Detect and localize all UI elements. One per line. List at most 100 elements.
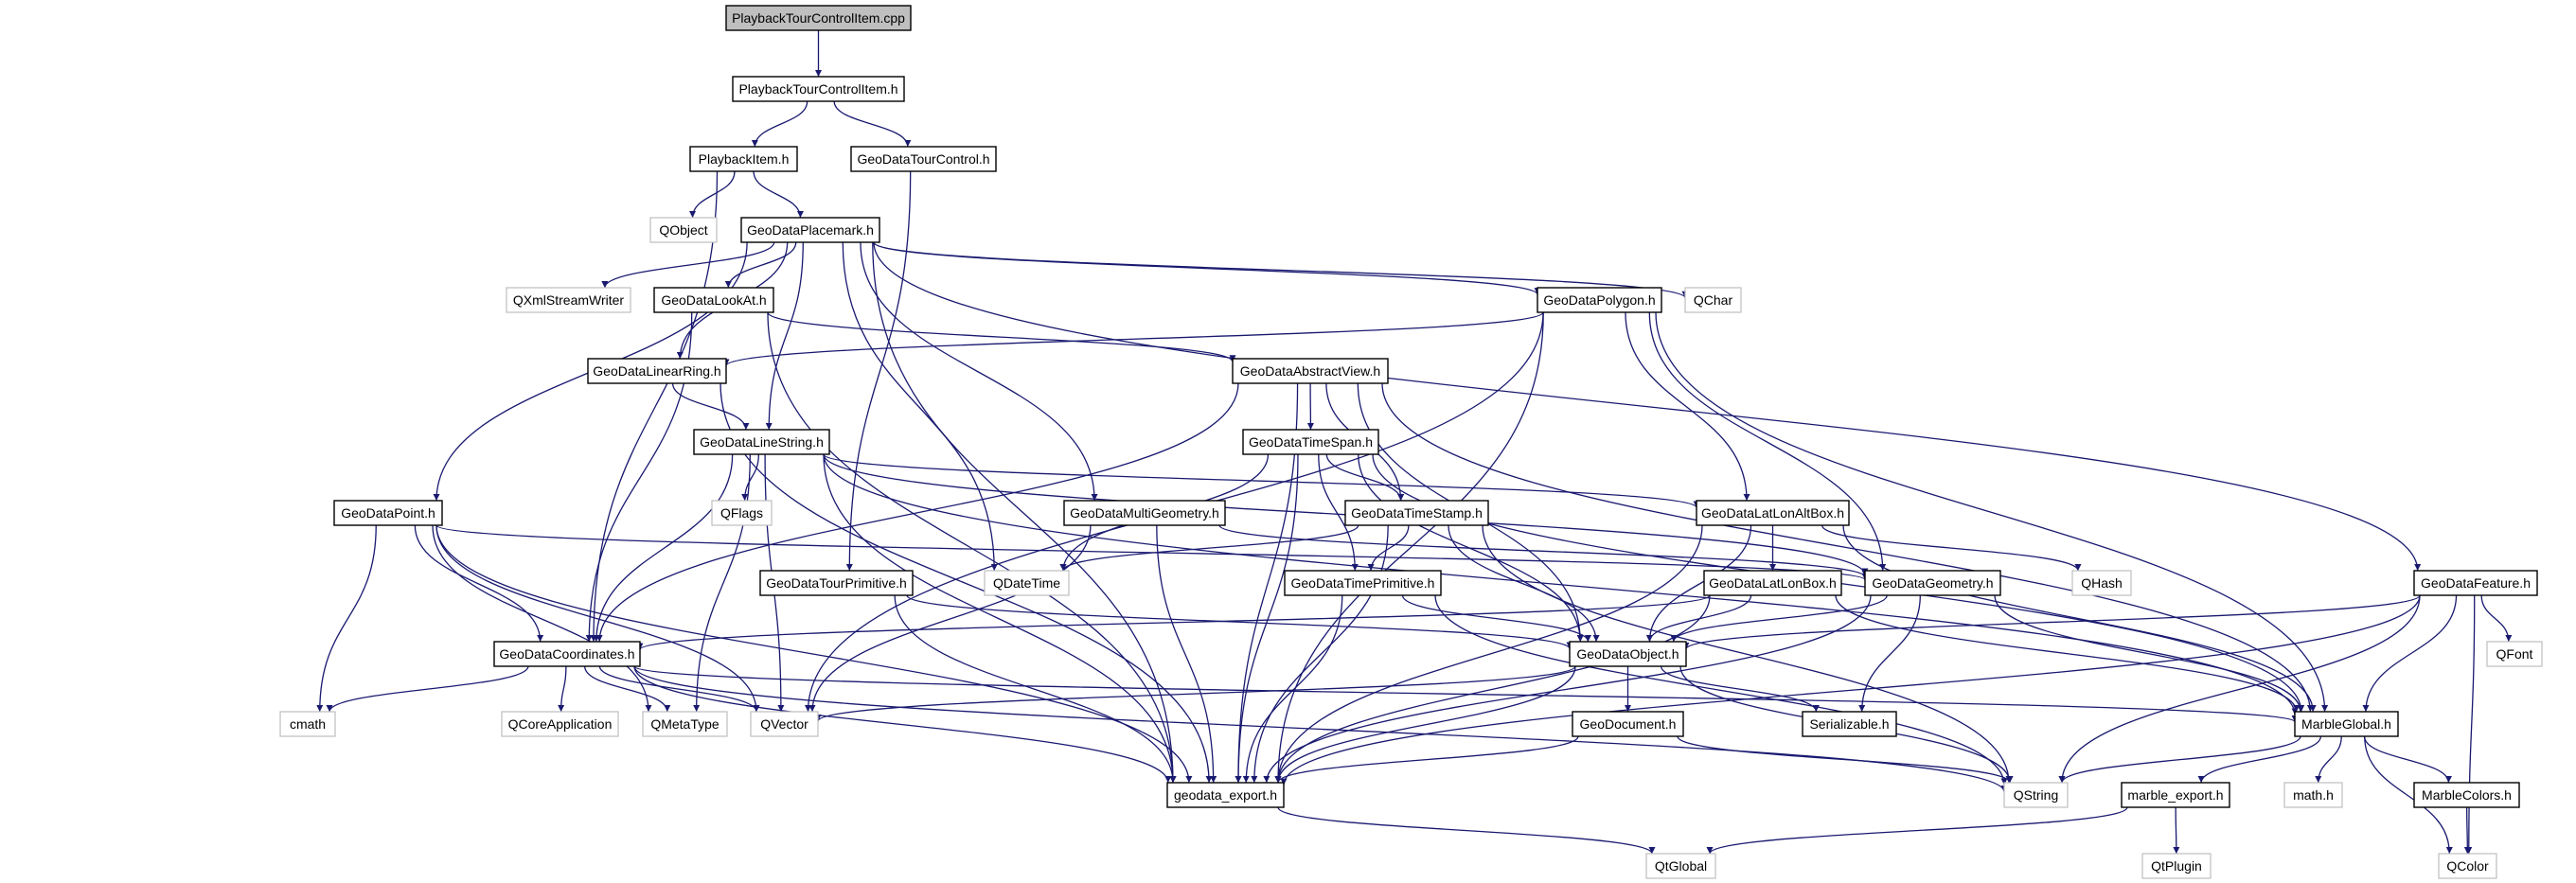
node-box — [740, 217, 880, 243]
node-box — [689, 146, 798, 172]
node-linearring[interactable]: GeoDataLinearRing.h — [587, 358, 727, 384]
node-box — [279, 711, 336, 737]
node-label: Serializable.h — [1809, 716, 1889, 732]
node-box — [2121, 782, 2230, 808]
edge-marbleglobal-to-mathh — [2315, 735, 2342, 784]
edge-coords-to-marbleglobal — [633, 665, 2299, 723]
node-label: marble_export.h — [2127, 787, 2223, 803]
nodes-layer: PlaybackTourControlItem.cpp PlaybackTourC… — [279, 5, 2543, 879]
edge-latlon-to-geoexport — [1274, 594, 1711, 784]
node-box — [711, 500, 773, 526]
edge-object-to-geoexport — [1274, 665, 1576, 784]
node-label: PlaybackItem.h — [699, 151, 790, 167]
edge-tourctl-to-tourprim — [845, 170, 912, 572]
edge-point-to-geoexport — [435, 524, 1193, 784]
edge-timeprim-to-object — [1401, 594, 1591, 643]
edge-coords-to-qmetatype — [584, 665, 671, 713]
edge-linestring-to-marbleglobal — [823, 453, 2299, 715]
node-timeprim[interactable]: GeoDataTimePrimitive.h — [1284, 570, 1442, 596]
node-box — [1703, 570, 1842, 596]
node-placemark[interactable]: GeoDataPlacemark.h — [740, 217, 880, 243]
node-label: GeoDataLinearRing.h — [593, 363, 720, 379]
node-latlonalt[interactable]: GeoDataLatLonAltBox.h — [1696, 500, 1850, 526]
node-qhash[interactable]: QHash — [2071, 570, 2132, 596]
edge-feature-to-object — [1682, 594, 2421, 650]
node-qcolor[interactable]: QColor — [2438, 853, 2497, 879]
node-marbleglobal[interactable]: MarbleGlobal.h — [2294, 711, 2399, 737]
edge-placemark-to-linestring — [765, 241, 804, 431]
edge-geometry-to-serializable — [1858, 594, 1921, 713]
node-box — [725, 5, 912, 31]
node-qchar[interactable]: QChar — [1684, 287, 1742, 313]
edge-linearring-to-geoexport — [720, 382, 1213, 784]
node-qtglobal[interactable]: QtGlobal — [1645, 853, 1716, 879]
node-multigeom[interactable]: GeoDataMultiGeometry.h — [1063, 500, 1226, 526]
node-qdatetime[interactable]: QDateTime — [984, 570, 1070, 596]
node-qxml[interactable]: QXmlStreamWriter — [506, 287, 631, 313]
node-abstractview[interactable]: GeoDataAbstractView.h — [1232, 358, 1389, 384]
edge-abstractview-to-geoexport — [1235, 382, 1299, 784]
node-box — [493, 641, 641, 667]
node-cpp[interactable]: PlaybackTourControlItem.cpp — [725, 5, 912, 31]
node-mathh[interactable]: math.h — [2283, 782, 2343, 808]
node-label: GeoDataAbstractView.h — [1240, 363, 1380, 379]
node-lookat[interactable]: GeoDataLookAt.h — [653, 287, 774, 313]
edge-placemark-to-lookat — [724, 241, 797, 289]
node-tourprim[interactable]: GeoDataTourPrimitive.h — [759, 570, 914, 596]
node-tourctl[interactable]: GeoDataTourControl.h — [850, 146, 997, 172]
node-marbleexport[interactable]: marble_export.h — [2121, 782, 2230, 808]
node-geoexport[interactable]: geodata_export.h — [1166, 782, 1285, 808]
node-label: QString — [2014, 787, 2058, 803]
node-cmath[interactable]: cmath — [279, 711, 336, 737]
edge-latlonalt-to-qhash — [1821, 524, 2082, 572]
node-point[interactable]: GeoDataPoint.h — [333, 500, 443, 526]
node-box — [2071, 570, 2132, 596]
node-geodoc[interactable]: GeoDocument.h — [1572, 711, 1684, 737]
node-qcoreapp[interactable]: QCoreApplication — [501, 711, 619, 737]
node-qstring[interactable]: QString — [2003, 782, 2069, 808]
node-timestamp[interactable]: GeoDataTimeStamp.h — [1344, 500, 1489, 526]
node-label: cmath — [290, 716, 326, 732]
node-qtplugin[interactable]: QtPlugin — [2141, 853, 2212, 879]
node-label: GeoDataFeature.h — [2421, 575, 2531, 591]
node-box — [1645, 853, 1716, 879]
edge-tourprim-to-geoexport — [894, 594, 1177, 784]
node-polygon[interactable]: GeoDataPolygon.h — [1537, 287, 1662, 313]
edge-polygon-to-marbleglobal — [1655, 311, 2329, 713]
node-label: geodata_export.h — [1174, 787, 1277, 803]
edge-tcih-to-tourctl — [833, 100, 912, 148]
node-qvector[interactable]: QVector — [750, 711, 819, 737]
node-qflags[interactable]: QFlags — [711, 500, 773, 526]
node-marblecolors[interactable]: MarbleColors.h — [2413, 782, 2520, 808]
node-tcih[interactable]: PlaybackTourControlItem.h — [732, 76, 905, 102]
edge-point-to-cmath — [316, 524, 377, 713]
node-linestring[interactable]: GeoDataLineString.h — [693, 429, 830, 455]
edge-pitem-to-qobject — [689, 170, 736, 219]
node-label: PlaybackTourControlItem.h — [738, 81, 897, 97]
node-box — [1569, 641, 1687, 667]
node-coords[interactable]: GeoDataCoordinates.h — [493, 641, 641, 667]
node-serializable[interactable]: Serializable.h — [1802, 711, 1897, 737]
edge-pitem-to-coords — [590, 170, 719, 643]
edge-point-to-qvector — [435, 524, 760, 713]
edge-feature-to-marbleglobal — [2362, 594, 2458, 713]
edge-feature-to-qcolor — [2465, 594, 2476, 855]
node-box — [1063, 500, 1226, 526]
node-pitem[interactable]: PlaybackItem.h — [689, 146, 798, 172]
edge-geoexport-to-qtglobal — [1277, 806, 1656, 855]
node-feature[interactable]: GeoDataFeature.h — [2413, 570, 2538, 596]
node-qmetatype[interactable]: QMetaType — [642, 711, 728, 737]
edge-feature-to-geoexport — [1280, 594, 2421, 786]
node-geometry[interactable]: GeoDataGeometry.h — [1864, 570, 2001, 596]
node-qobject[interactable]: QObject — [649, 217, 718, 243]
edge-coords-to-qcoreapp — [558, 665, 567, 713]
node-timespan[interactable]: GeoDataTimeSpan.h — [1242, 429, 1379, 455]
node-object[interactable]: GeoDataObject.h — [1569, 641, 1687, 667]
node-latlon[interactable]: GeoDataLatLonBox.h — [1703, 570, 1842, 596]
node-label: GeoDataCoordinates.h — [499, 646, 634, 662]
node-qfont[interactable]: QFont — [2486, 641, 2543, 667]
edge-placemark-to-feature — [873, 241, 2422, 572]
edge-timeprim-to-geoexport — [1242, 594, 1343, 784]
node-box — [1802, 711, 1897, 737]
edge-linestring-to-qflags — [741, 453, 759, 502]
